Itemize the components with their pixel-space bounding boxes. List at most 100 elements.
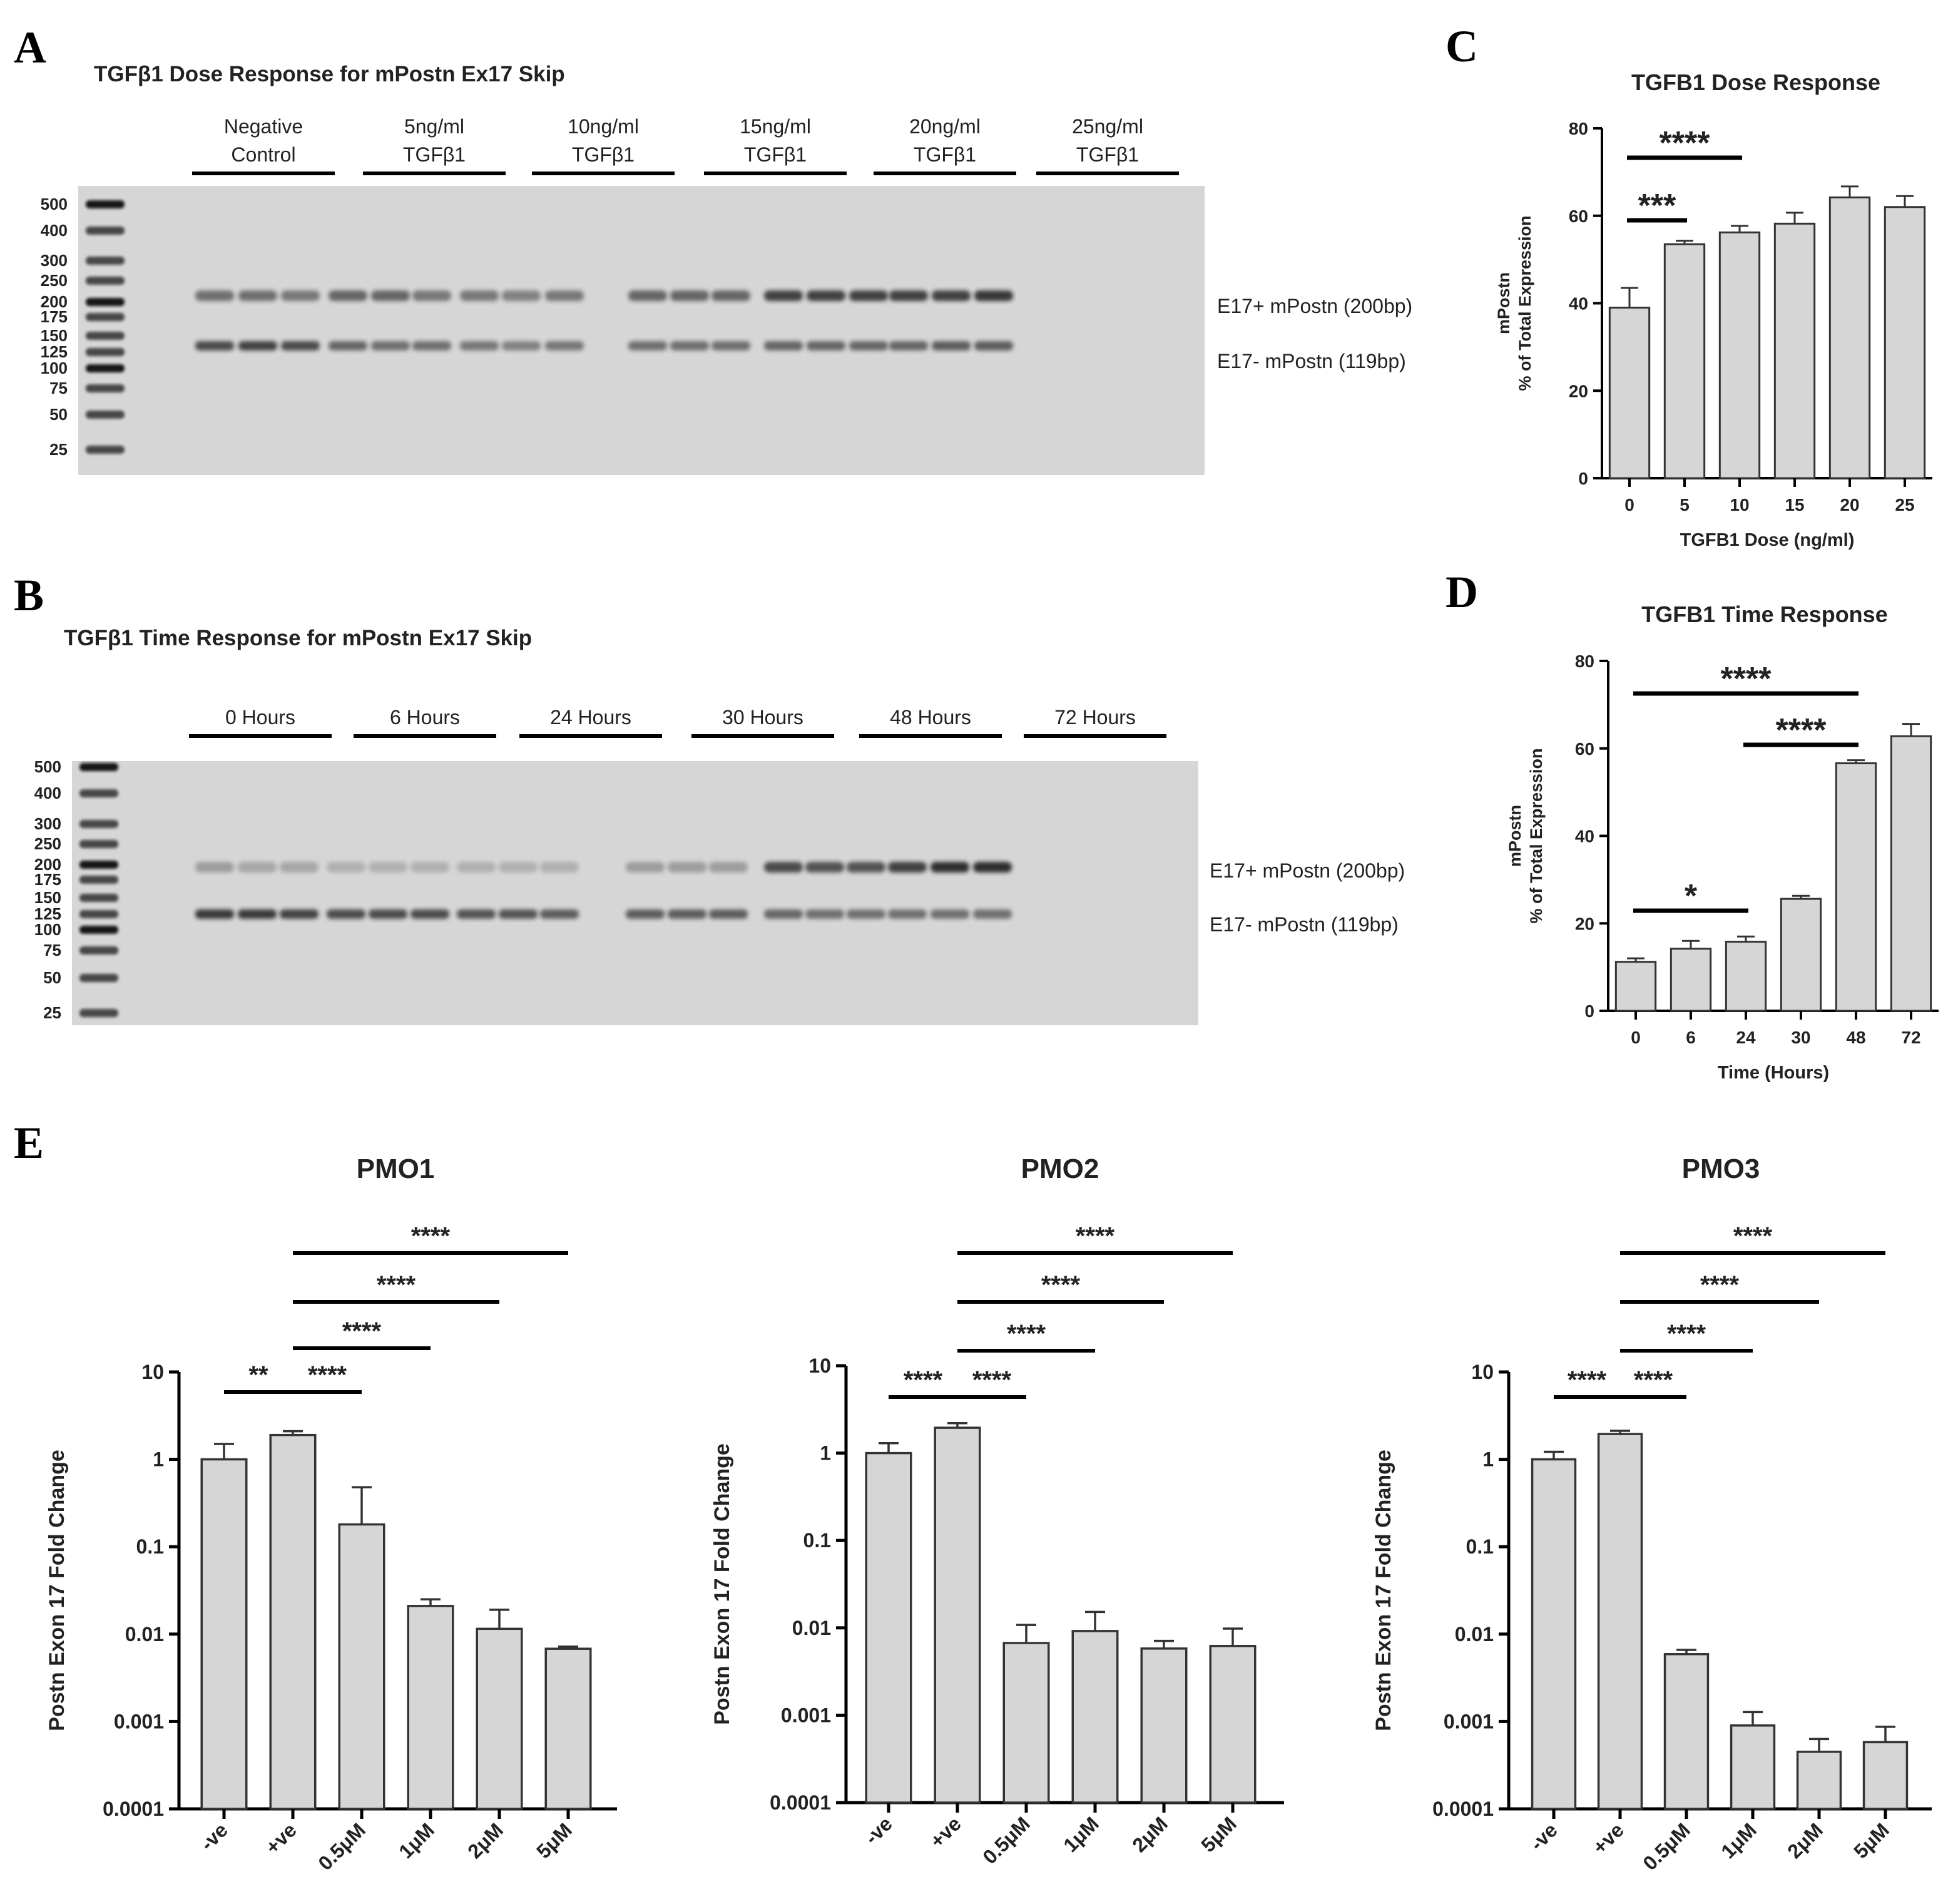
gel-group-text: 48 Hours (890, 706, 971, 729)
gel-group-text: 10ng/ml (568, 115, 639, 138)
lane-band-lower (412, 341, 451, 351)
x-tick-label: 25 (1895, 495, 1914, 514)
y-tick-label: 10 (808, 1354, 831, 1377)
x-tick-label: 0.5μM (978, 1812, 1034, 1868)
y-tick-label: 10 (1471, 1361, 1494, 1383)
gel-a-bands (195, 290, 1013, 351)
x-tick-label: 1μM (1059, 1812, 1103, 1856)
gel-group-text: TGFβ1 (914, 143, 976, 166)
ladder-size-label: 300 (34, 814, 61, 833)
gel-b-group-labels: 0 Hours 6 Hours 24 Hours 30 Hours 48 Hours 72… (189, 706, 1166, 738)
y-tick-label: 40 (1569, 294, 1588, 314)
lane-band-upper (709, 862, 748, 873)
lane-band-lower (764, 341, 803, 351)
gel-group-text: 6 Hours (390, 706, 460, 729)
ladder-size-label: 125 (41, 342, 68, 361)
x-tick-label: 5 (1680, 495, 1690, 514)
bar (1663, 243, 1706, 479)
ladder-size-label: 250 (41, 271, 68, 290)
y-axis-label-text: Postn Exon 17 Fold Change (45, 1450, 69, 1731)
y-axis-label: Postn Exon 17 Fold Change (1372, 1450, 1395, 1731)
lane-band-upper (412, 290, 451, 301)
x-tick-label: 2μM (1783, 1818, 1827, 1863)
bar (1890, 735, 1932, 1012)
bar (1884, 206, 1926, 479)
significance-label: **** (1007, 1320, 1046, 1348)
x-tick-label: 20 (1840, 495, 1859, 514)
y-axis-label: mPostn% of Total Expression (1494, 215, 1534, 391)
lane-band-lower (849, 341, 888, 351)
gel-group-label: Negative Control (192, 115, 335, 175)
x-tick-label: 2μM (1128, 1812, 1172, 1856)
ladder-size-label: 500 (41, 195, 68, 213)
bar (1773, 222, 1816, 479)
gel-group-text: Control (231, 143, 295, 166)
lane-band-lower (974, 341, 1013, 351)
gel-group-text: TGFβ1 (1076, 143, 1139, 166)
chart-title: TGFB1 Dose Response (1631, 69, 1880, 95)
lane-band-lower (670, 341, 709, 351)
gel-group-text: Negative (224, 115, 303, 138)
x-tick-label: 24 (1736, 1028, 1756, 1047)
panel-letter-b: B (14, 570, 44, 620)
lane-band-lower (711, 341, 750, 351)
lane-band-upper (889, 290, 928, 301)
significance-label: *** (1638, 188, 1676, 224)
x-axis-label: TGFB1 Dose (ng/ml) (1680, 530, 1855, 550)
ladder-size-label: 50 (49, 405, 68, 424)
gel-group-label: 30 Hours (691, 706, 834, 738)
significance-label: **** (308, 1361, 347, 1389)
x-tick-label: +ve (1588, 1818, 1628, 1858)
bar (1663, 1653, 1710, 1810)
lane-band-lower (410, 909, 449, 919)
chart-e-pmo2: PMO2 Postn Exon 17 Fold Change 0.0001 0.001… (710, 1154, 1284, 1868)
bar (1614, 961, 1657, 1012)
significance-label: **** (411, 1222, 451, 1250)
x-tick-label: +ve (261, 1818, 301, 1858)
lane-band-lower (807, 341, 845, 351)
x-tick-label: 2μM (463, 1818, 507, 1863)
y-axis-label-line1: mPostn (1494, 272, 1513, 334)
ladder-size-label: 75 (49, 379, 68, 397)
ladder-band (86, 364, 125, 372)
gel-group-label: 5ng/ml TGFβ1 (363, 115, 506, 175)
lane-band-lower (931, 909, 969, 919)
lane-band-upper (668, 862, 706, 873)
y-axis-label: mPostn% of Total Expression (1506, 748, 1546, 923)
y-axis-label: Postn Exon 17 Fold Change (45, 1450, 69, 1731)
bar (865, 1451, 912, 1804)
lane-band-lower (628, 341, 667, 351)
ladder-band (86, 227, 125, 235)
gel-group-label: 0 Hours (189, 706, 332, 738)
ladder-size-label: 25 (43, 1003, 61, 1022)
ladder-size-label: 175 (34, 870, 61, 889)
significance-label: **** (1076, 1222, 1115, 1250)
lane-band-lower (371, 341, 410, 351)
y-tick-label: 0.001 (114, 1710, 164, 1733)
lane-band-upper (238, 290, 277, 301)
significance-label: **** (972, 1366, 1012, 1394)
lane-band-lower (709, 909, 748, 919)
ladder-band (86, 384, 125, 392)
y-tick-label: 60 (1569, 207, 1588, 226)
ladder-band (79, 910, 118, 918)
significance-label: **** (1721, 661, 1772, 697)
x-tick-label: -ve (196, 1818, 232, 1855)
lane-band-upper (973, 862, 1012, 873)
y-tick-label: 0 (1578, 469, 1588, 488)
y-tick-label: 0.01 (1455, 1623, 1494, 1646)
x-tick-label: 0 (1624, 495, 1634, 514)
ladder-size-label: 500 (34, 757, 61, 776)
chart-c-dose-response: TGFB1 Dose Response mPostn% of Total Expr… (1494, 69, 1932, 550)
x-tick-label: +ve (925, 1812, 966, 1852)
ladder-band (86, 298, 125, 306)
lane-band-upper (764, 290, 803, 301)
ladder-band (86, 411, 125, 419)
ladder-band (86, 257, 125, 265)
x-tick-label: 0 (1631, 1028, 1641, 1047)
lane-band-lower (540, 909, 579, 919)
ladder-size-label: 200 (34, 855, 61, 874)
x-tick-label: 30 (1791, 1028, 1810, 1047)
bar (1828, 196, 1871, 479)
chart-title: TGFB1 Time Response (1641, 601, 1887, 627)
